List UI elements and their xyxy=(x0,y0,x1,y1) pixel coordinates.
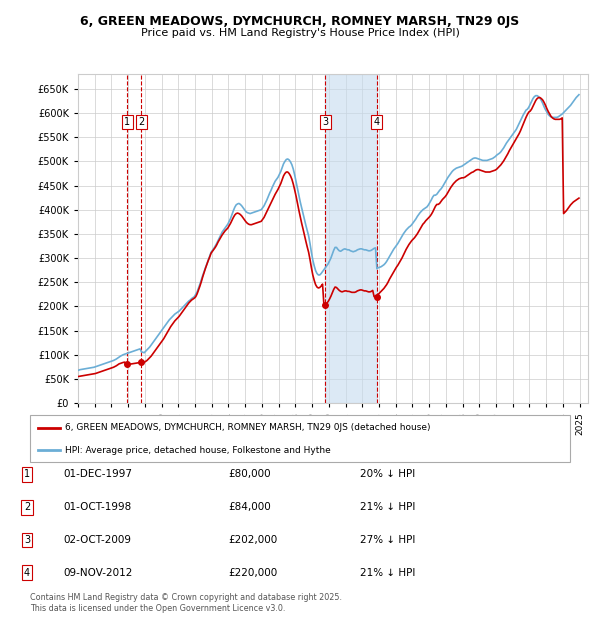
Text: £220,000: £220,000 xyxy=(228,568,277,578)
Text: 1: 1 xyxy=(24,469,30,479)
Bar xyxy=(325,74,377,403)
Text: Contains HM Land Registry data © Crown copyright and database right 2025.
This d: Contains HM Land Registry data © Crown c… xyxy=(30,593,342,613)
Text: 09-NOV-2012: 09-NOV-2012 xyxy=(63,568,133,578)
Text: 3: 3 xyxy=(322,117,328,127)
Text: 02-OCT-2009: 02-OCT-2009 xyxy=(63,535,131,545)
Text: HPI: Average price, detached house, Folkestone and Hythe: HPI: Average price, detached house, Folk… xyxy=(65,446,331,455)
Text: 1: 1 xyxy=(124,117,131,127)
Text: 21% ↓ HPI: 21% ↓ HPI xyxy=(360,568,415,578)
Text: 01-OCT-1998: 01-OCT-1998 xyxy=(63,502,131,512)
Text: 27% ↓ HPI: 27% ↓ HPI xyxy=(360,535,415,545)
Text: 6, GREEN MEADOWS, DYMCHURCH, ROMNEY MARSH, TN29 0JS (detached house): 6, GREEN MEADOWS, DYMCHURCH, ROMNEY MARS… xyxy=(65,423,431,433)
Text: 21% ↓ HPI: 21% ↓ HPI xyxy=(360,502,415,512)
FancyBboxPatch shape xyxy=(30,415,570,462)
Text: 4: 4 xyxy=(374,117,380,127)
Text: £84,000: £84,000 xyxy=(228,502,271,512)
Text: 4: 4 xyxy=(24,568,30,578)
Text: 3: 3 xyxy=(24,535,30,545)
Text: £80,000: £80,000 xyxy=(228,469,271,479)
Text: 01-DEC-1997: 01-DEC-1997 xyxy=(63,469,132,479)
Text: 6, GREEN MEADOWS, DYMCHURCH, ROMNEY MARSH, TN29 0JS: 6, GREEN MEADOWS, DYMCHURCH, ROMNEY MARS… xyxy=(80,16,520,29)
Text: 2: 2 xyxy=(24,502,30,512)
Text: £202,000: £202,000 xyxy=(228,535,277,545)
Text: 2: 2 xyxy=(138,117,145,127)
Text: Price paid vs. HM Land Registry's House Price Index (HPI): Price paid vs. HM Land Registry's House … xyxy=(140,28,460,38)
Text: 20% ↓ HPI: 20% ↓ HPI xyxy=(360,469,415,479)
